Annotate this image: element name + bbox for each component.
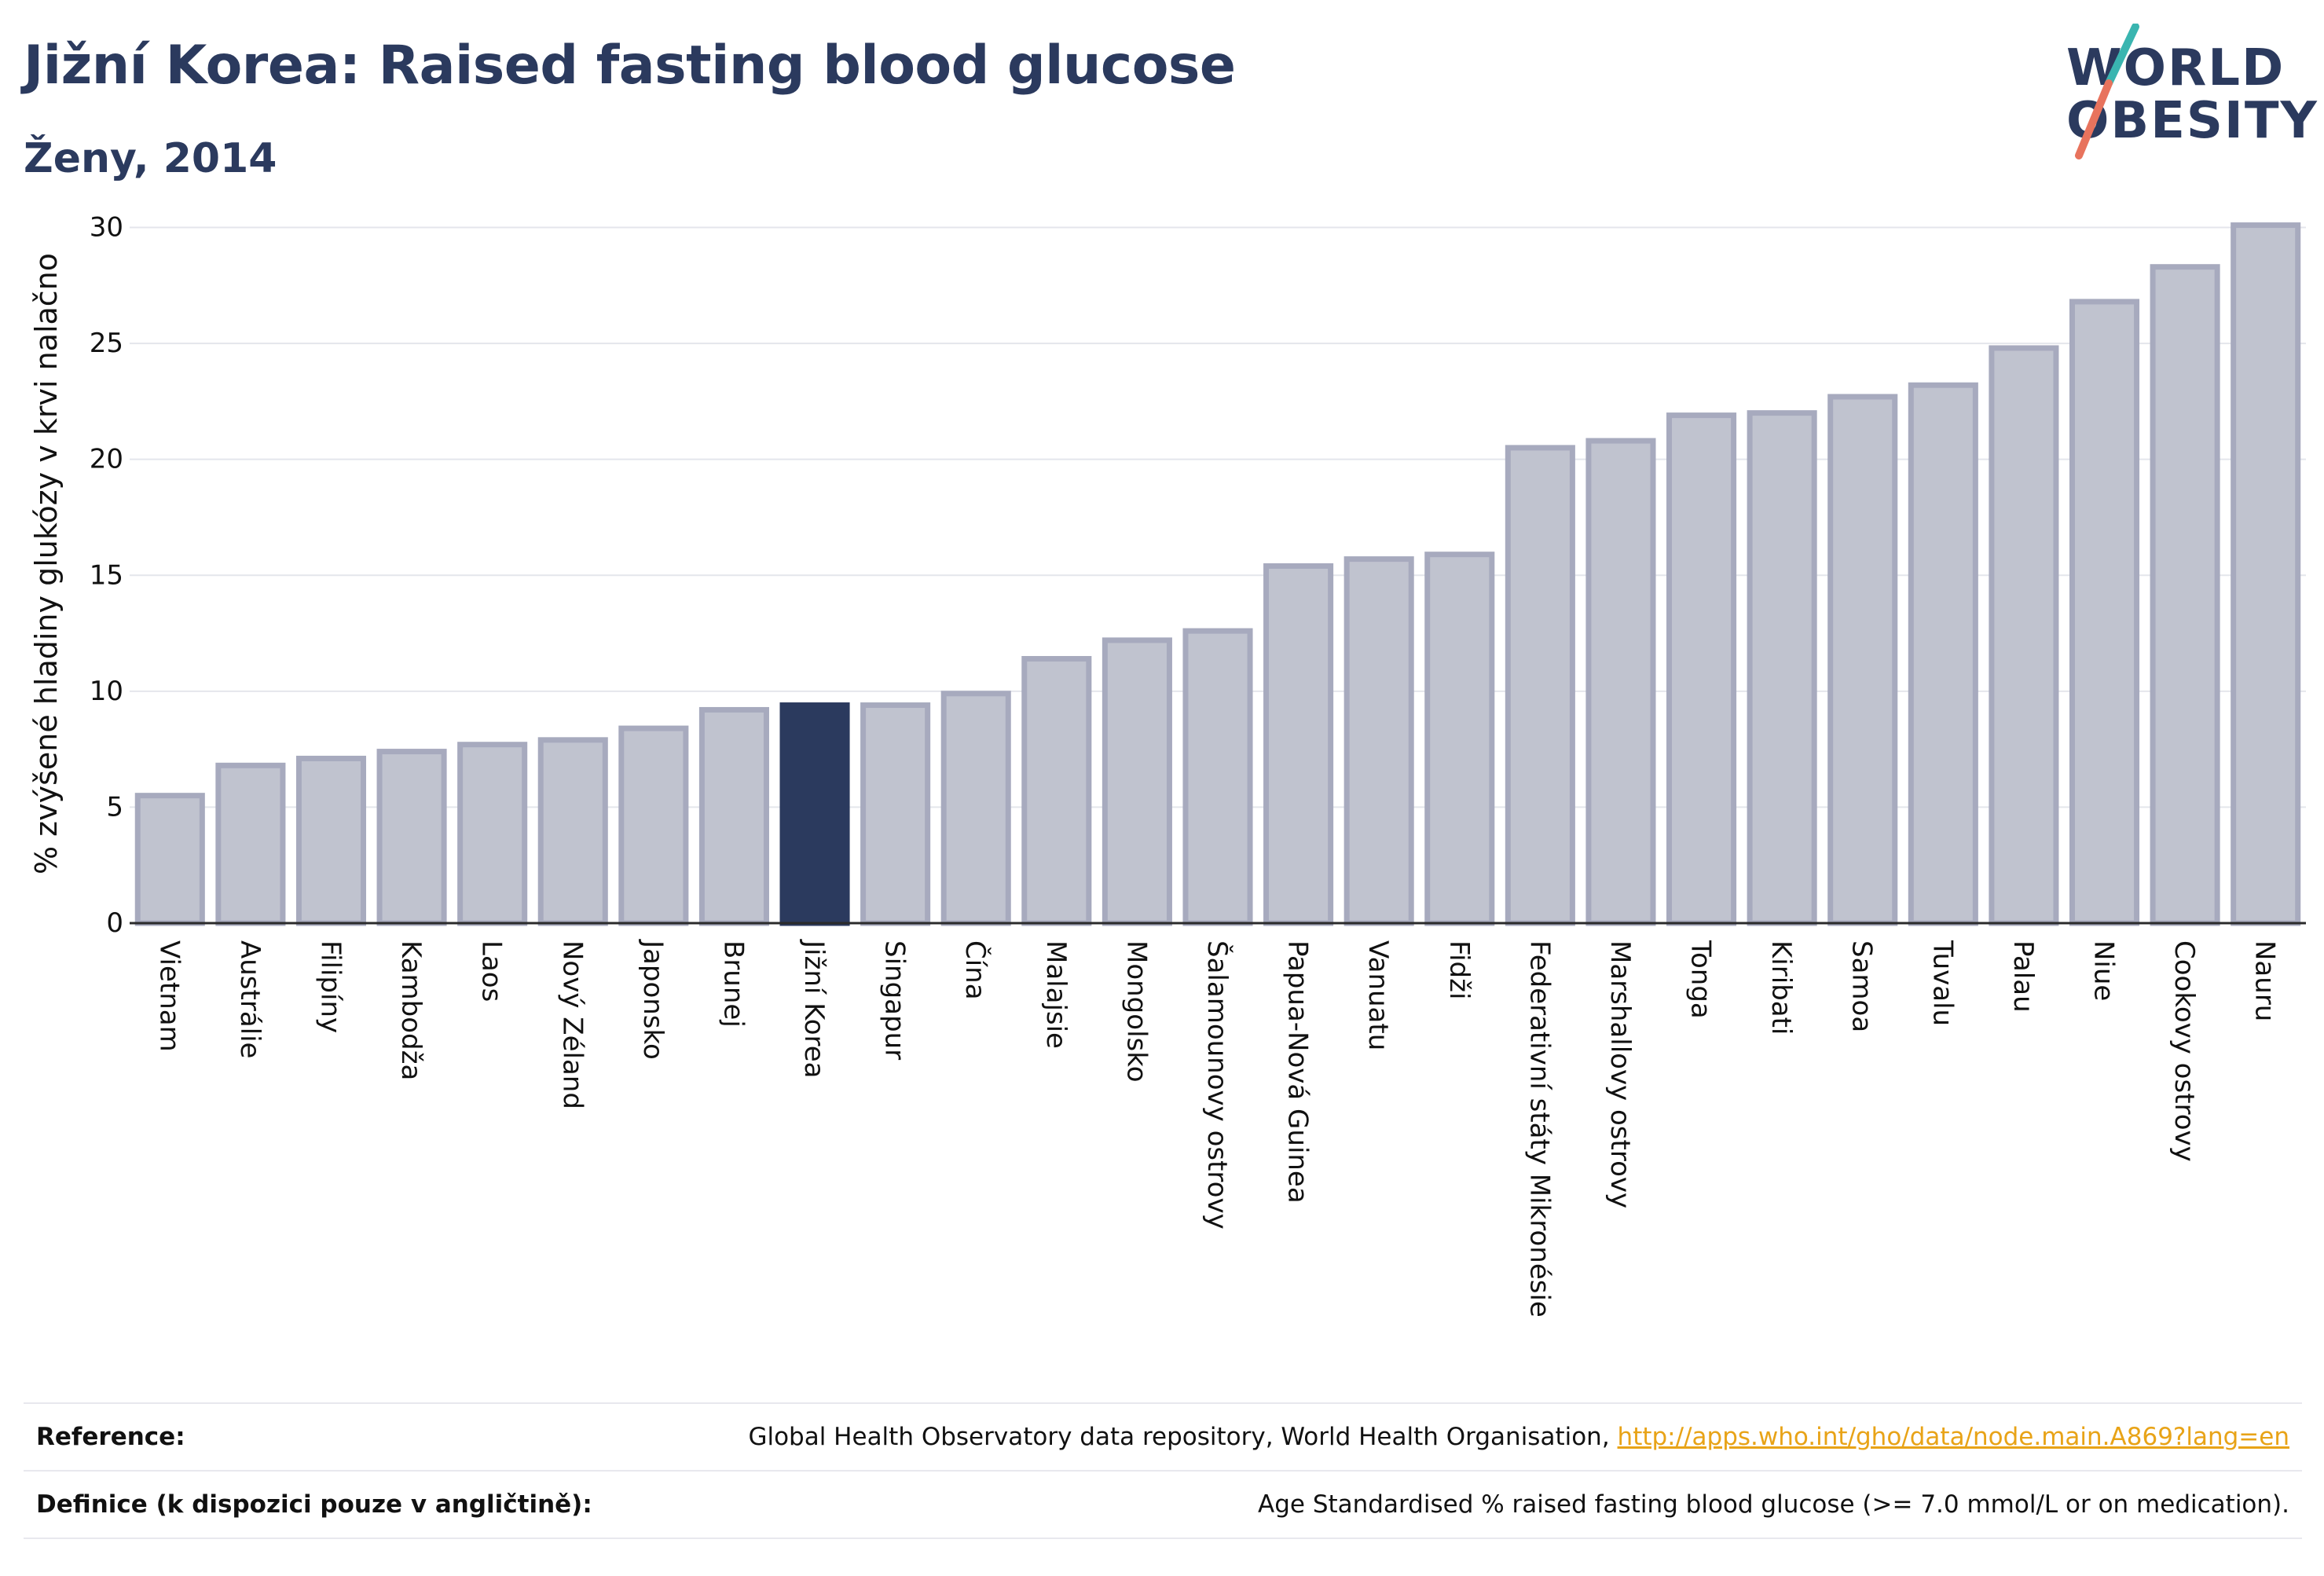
x-axis-labels: Vietnam Austrálie Filipíny Kambodža Laos Nový… — [153, 939, 2280, 1318]
reference-text: Global Health Observatory data repositor… — [748, 1423, 1618, 1451]
y-axis-title: % zvýšené hladiny glukózy v krvi nalačno — [29, 253, 64, 874]
bar[interactable] — [215, 762, 286, 926]
x-tick-label: Samoa — [1846, 940, 1878, 1032]
bar[interactable] — [457, 742, 528, 926]
bar[interactable] — [779, 702, 850, 926]
bar[interactable] — [1102, 637, 1172, 926]
x-tick-label: Niue — [2088, 940, 2120, 1001]
bar[interactable] — [1666, 412, 1737, 926]
x-tick-label: Singapur — [879, 940, 911, 1060]
bar[interactable] — [860, 702, 931, 926]
x-tick-label: Austrálie — [234, 940, 266, 1058]
y-tick-label: 15 — [90, 559, 123, 591]
x-tick-label: Malajsie — [1040, 940, 1072, 1049]
x-tick-label: Palau — [2007, 940, 2039, 1013]
bar[interactable] — [1747, 410, 1817, 926]
bar[interactable] — [1505, 445, 1575, 926]
bar[interactable] — [2231, 222, 2301, 926]
x-tick-label: Vanuatu — [1362, 940, 1394, 1050]
bar[interactable] — [1021, 656, 1092, 926]
x-tick-label: Filipíny — [314, 940, 346, 1033]
x-tick-label: Federativní státy Mikronésie — [1523, 940, 1555, 1318]
footer-divider — [24, 1538, 2302, 1539]
x-tick-label: Papua-Nová Guinea — [1282, 940, 1314, 1204]
world-obesity-logo[interactable]: WORLD OBESITY — [2043, 24, 2317, 165]
y-tick-label: 30 — [90, 212, 123, 244]
x-tick-label: Cookovy ostrovy — [2168, 940, 2200, 1162]
bar[interactable] — [618, 725, 689, 926]
bar[interactable] — [376, 749, 447, 926]
y-tick-label: 5 — [106, 791, 123, 823]
x-tick-label: Tonga — [1685, 940, 1717, 1019]
bar[interactable] — [537, 737, 608, 926]
bar[interactable] — [134, 793, 205, 926]
footer-divider — [24, 1470, 2302, 1472]
reference-value: Global Health Observatory data repositor… — [748, 1423, 2302, 1451]
chart-subtitle: Ženy, 2014 — [24, 135, 277, 182]
x-tick-label: Nový Zéland — [556, 940, 588, 1109]
x-tick-label: Tuvalu — [1926, 940, 1958, 1026]
y-axis-ticks: 0 5 10 15 20 25 30 — [90, 212, 123, 939]
definition-value: Age Standardised % raised fasting blood … — [1258, 1490, 2289, 1519]
reference-row: Reference: Global Health Observatory dat… — [24, 1406, 2302, 1468]
bar[interactable] — [698, 706, 769, 926]
reference-link[interactable]: http://apps.who.int/gho/data/node.main.A… — [1617, 1423, 2289, 1451]
y-tick-label: 25 — [90, 328, 123, 359]
y-tick-label: 0 — [106, 907, 123, 939]
y-tick-label: 10 — [90, 676, 123, 707]
bar[interactable] — [1182, 628, 1253, 926]
bar[interactable] — [1989, 345, 2059, 926]
bar[interactable] — [1343, 556, 1414, 926]
definition-row: Definice (k dispozici pouze v angličtině… — [24, 1473, 2302, 1536]
footer-divider — [24, 1402, 2302, 1404]
y-tick-label: 20 — [90, 444, 123, 475]
x-tick-label: Fidži — [1443, 940, 1475, 999]
bar[interactable] — [940, 691, 1011, 926]
x-tick-label: Mongolsko — [1120, 940, 1152, 1083]
logo-text-obesity: OBESITY — [2066, 92, 2319, 150]
x-tick-label: Vietnam — [153, 940, 185, 1052]
logo-slash-icon — [2075, 24, 2139, 159]
logo-text-world: WORLD — [2066, 39, 2286, 97]
bar[interactable] — [2069, 299, 2140, 926]
x-tick-label: Marshallovy ostrovy — [1604, 940, 1636, 1208]
bar-chart: 0 5 10 15 20 25 30 Vietnam Austrálie Filipíny Kam… — [29, 212, 2306, 1318]
bar[interactable] — [295, 755, 367, 926]
x-tick-label: Laos — [476, 940, 508, 1002]
x-tick-label: Japonsko — [637, 939, 669, 1060]
reference-label: Reference: — [36, 1423, 185, 1451]
bar[interactable] — [1424, 552, 1495, 926]
bar[interactable] — [1585, 438, 1656, 926]
x-tick-label: Kambodža — [395, 940, 427, 1080]
x-tick-label: Nauru — [2249, 940, 2281, 1021]
bar[interactable] — [2150, 264, 2220, 926]
x-tick-label: Jižní Korea — [798, 939, 830, 1079]
x-tick-label: Čína — [959, 940, 992, 1000]
bar[interactable] — [1827, 394, 1898, 926]
bars — [134, 222, 2301, 926]
bar[interactable] — [1908, 382, 1978, 926]
bar[interactable] — [1263, 563, 1334, 926]
x-tick-label: Kiribati — [1765, 940, 1797, 1035]
definition-label: Definice (k dispozici pouze v angličtině… — [36, 1490, 592, 1519]
x-tick-label: Brunej — [717, 940, 749, 1028]
x-tick-label: Šalamounovy ostrovy — [1201, 940, 1233, 1230]
chart-title: Jižní Korea: Raised fasting blood glucos… — [24, 35, 1236, 97]
